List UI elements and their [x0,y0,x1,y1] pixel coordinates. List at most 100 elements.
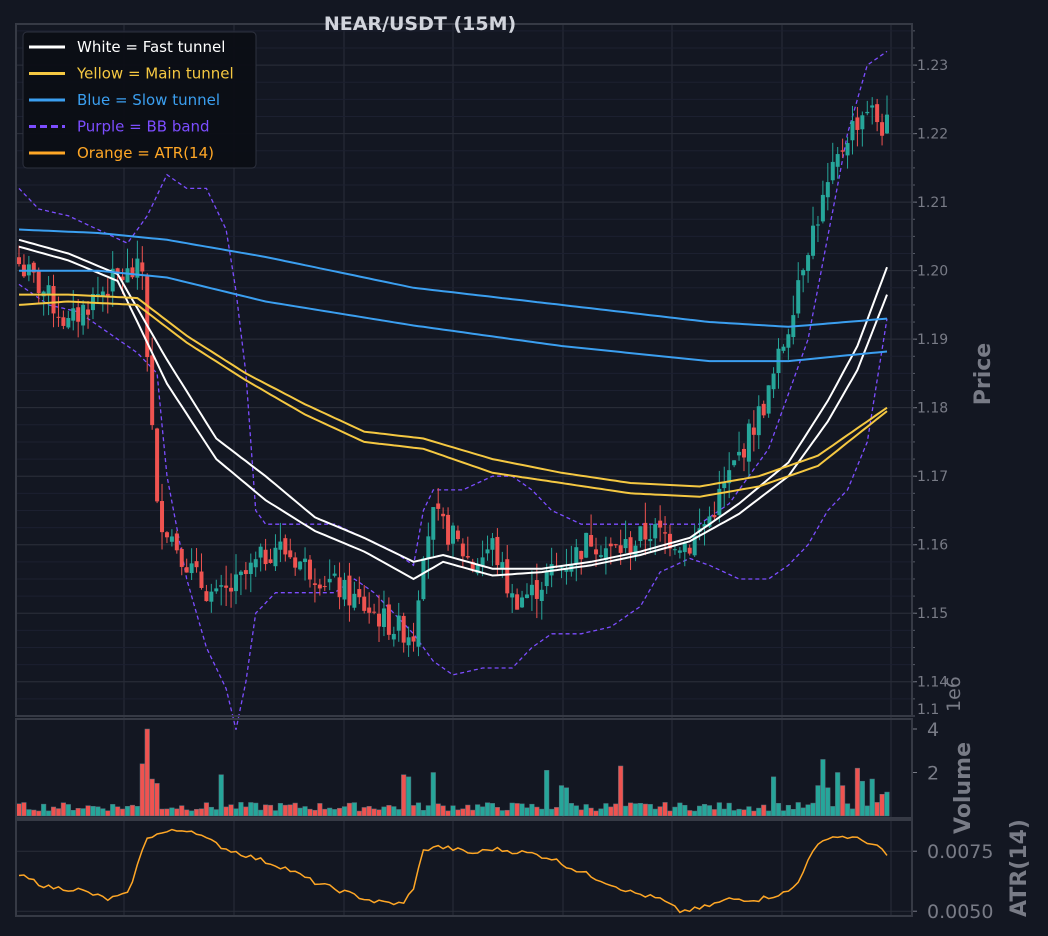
volume-bar [406,776,412,817]
volume-bar [258,809,264,817]
candle-body [865,111,870,114]
volume-bar [864,805,870,817]
volume-bar [356,810,362,817]
volume-bar [149,778,155,817]
volume-bar [248,802,254,817]
volume-bar [36,810,42,817]
volume-bar [662,802,668,817]
candle-body [263,549,268,565]
candle-body [155,428,160,502]
candle-body [505,559,510,594]
candle-body [746,423,751,462]
volume-bar [549,808,555,817]
volume-panel-frame [15,718,913,819]
atr-panel-frame [15,819,913,917]
volume-bar [583,804,589,817]
volume-bar [785,804,791,817]
candle-body [712,515,717,518]
volume-bar [90,806,96,817]
candle-body [885,114,889,134]
volume-bar [854,767,860,817]
volume-bar [307,808,313,817]
candle-body [199,571,204,588]
volume-bar [859,780,865,817]
candle-body [465,556,470,558]
legend-label: Yellow = Main tunnel [76,65,234,83]
volume-bar [361,807,367,817]
volume-bar [771,776,777,817]
volume-bar [80,808,86,817]
tunnel-ffffff-upper-line [18,238,888,570]
candle-body [638,526,643,542]
candle-body [579,550,584,560]
candle-body [663,532,668,534]
volume-bar [110,804,116,817]
volume-bar [381,806,387,817]
candle-body [618,545,623,553]
volume-tick-label: 2 [927,763,939,785]
candle-body [470,561,475,570]
volume-bar [529,803,535,817]
price-tick-label: 1.21 [917,195,948,211]
candle-body [322,586,327,588]
volume-bar [692,810,698,817]
candle-body [105,293,110,296]
volume-bar [302,806,308,817]
volume-bar [179,805,185,817]
volume-bar [736,808,742,817]
candle-body [66,317,71,328]
volume-bar [711,809,717,817]
volume-bar [386,805,392,817]
candle-body [539,589,544,601]
volume-bar [189,810,195,817]
candle-body [751,427,756,435]
candle-body [51,286,56,314]
candle-body [248,562,253,575]
candle-body [515,594,520,610]
candle-body [169,536,174,542]
candle-body [613,544,618,546]
candle-body [327,578,332,583]
candle-body [436,503,441,509]
candle-body [125,268,130,283]
candle-body [352,593,357,608]
volume-bar [687,810,693,817]
candle-body [377,613,382,627]
candle-body [46,285,51,296]
candle-body [426,536,431,560]
volume-bar [726,802,732,817]
candle-body [524,594,529,599]
candle-body [303,558,308,563]
candle-body [283,538,288,555]
volume-bar [60,802,66,817]
price-axis-label: Price [971,343,996,405]
volume-bar [539,808,545,817]
candle-body [145,276,150,358]
candle-body [520,597,525,608]
volume-bar [608,806,614,817]
candle-body [707,516,712,527]
candle-body [672,549,677,551]
volume-bar [751,810,757,817]
volume-bar [598,808,604,817]
volume-bar [218,774,224,817]
candle-body [875,104,880,123]
candle-body [135,258,140,278]
volume-bar [243,806,249,817]
candle-body [332,573,337,576]
candle-body [741,448,746,458]
candle-body [209,591,214,602]
volume-bar [159,808,165,817]
volume-bar [795,802,801,817]
volume-bar [825,787,831,817]
volume-bar [637,803,643,817]
volume-bar [544,770,550,817]
candle-body [495,536,500,566]
candle-body [337,577,342,598]
volume-bar [351,802,357,817]
volume-bar [657,806,663,817]
candle-body [95,294,100,296]
candle-body [455,530,460,540]
candle-body [81,304,86,326]
candle-body [840,150,845,152]
